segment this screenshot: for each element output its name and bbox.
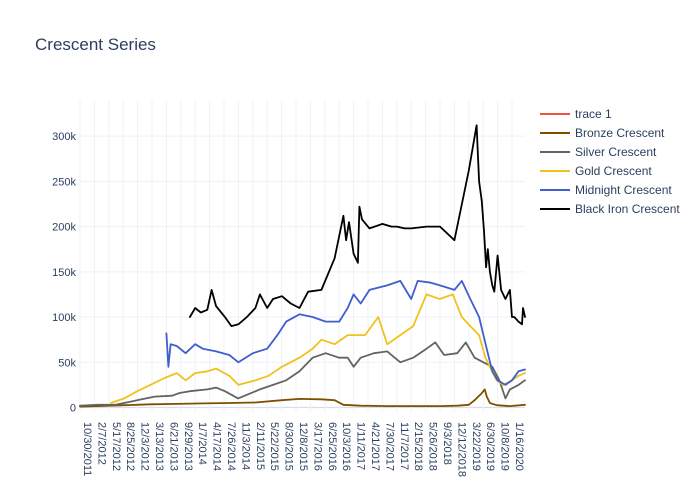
- x-tick-label: 12/3/2012: [139, 422, 151, 471]
- series-line-gold-crescent: [110, 293, 526, 404]
- x-tick-label: 10/30/2011: [81, 422, 93, 476]
- legend-item[interactable]: Black Iron Crescent: [540, 202, 680, 216]
- x-tick-label: 6/25/2016: [326, 422, 338, 471]
- legend-label: Silver Crescent: [575, 145, 657, 159]
- x-tick-label: 2/11/2015: [254, 422, 266, 470]
- x-tick-label: 12/12/2018: [455, 422, 467, 477]
- legend-label: Bronze Crescent: [575, 126, 665, 140]
- x-tick-label: 11/7/2017: [398, 422, 410, 470]
- legend-label: Midnight Crescent: [575, 183, 672, 197]
- legend-item[interactable]: Midnight Crescent: [540, 183, 672, 197]
- y-tick-label: 200k: [52, 222, 76, 234]
- legend-label: Black Iron Crescent: [575, 202, 680, 216]
- x-tick-label: 3/22/2019: [470, 422, 482, 471]
- x-tick-label: 8/25/2012: [124, 422, 136, 471]
- x-tick-label: 11/3/2014: [239, 422, 251, 470]
- series-line-midnight-crescent: [165, 280, 526, 386]
- series-line-bronze-crescent: [79, 388, 526, 408]
- legend-label: Gold Crescent: [575, 164, 652, 178]
- x-tick-label: 7/30/2017: [383, 422, 395, 471]
- y-tick-label: 100k: [52, 312, 76, 324]
- x-tick-label: 8/30/2015: [283, 422, 295, 471]
- y-axis-ticks: 0 50k 100k 150k 200k 250k 300k: [52, 131, 76, 414]
- x-tick-label: 2/15/2018: [412, 422, 424, 471]
- y-tick-label: 300k: [52, 131, 76, 143]
- x-tick-label: 7/26/2014: [225, 422, 237, 471]
- series-line-black-iron-crescent: [189, 124, 526, 327]
- x-tick-label: 6/21/2013: [167, 422, 179, 471]
- y-tick-label: 0: [70, 402, 76, 414]
- y-tick-label: 150k: [52, 267, 76, 279]
- x-axis-ticks: 10/30/2011 2/7/2012 5/17/2012 8/25/2012 12/3…: [81, 422, 525, 477]
- x-tick-label: 10/3/2016: [340, 422, 352, 471]
- legend[interactable]: trace 1 Bronze Crescent Silver Crescent Gol…: [540, 107, 680, 216]
- chart-title: Crescent Series: [35, 35, 156, 54]
- x-tick-label: 5/22/2015: [268, 422, 280, 471]
- x-tick-label: 1/16/2020: [513, 422, 525, 471]
- x-tick-label: 3/17/2016: [311, 422, 323, 471]
- x-tick-label: 9/29/2013: [182, 422, 194, 471]
- y-tick-label: 50k: [58, 357, 76, 369]
- x-tick-label: 5/17/2012: [110, 422, 122, 471]
- gridlines: [79, 100, 525, 412]
- legend-label: trace 1: [575, 107, 612, 121]
- legend-item[interactable]: Bronze Crescent: [540, 126, 665, 140]
- series-lines: [79, 124, 526, 408]
- legend-item[interactable]: trace 1: [540, 107, 612, 121]
- y-tick-label: 250k: [52, 176, 76, 188]
- x-tick-label: 4/21/2017: [369, 422, 381, 471]
- x-tick-label: 3/13/2013: [153, 422, 165, 471]
- x-tick-label: 1/11/2017: [355, 422, 367, 470]
- x-tick-label: 9/3/2018: [441, 422, 453, 465]
- series-line-silver-crescent: [79, 341, 526, 407]
- x-tick-label: 10/8/2019: [499, 422, 511, 471]
- x-tick-label: 5/26/2018: [427, 422, 439, 471]
- x-tick-label: 4/17/2014: [211, 422, 223, 471]
- x-tick-label: 6/30/2019: [484, 422, 496, 471]
- legend-item[interactable]: Silver Crescent: [540, 145, 657, 159]
- legend-item[interactable]: Gold Crescent: [540, 164, 652, 178]
- x-tick-label: 12/8/2015: [297, 422, 309, 471]
- x-tick-label: 1/7/2014: [196, 422, 208, 465]
- x-tick-label: 2/7/2012: [95, 422, 107, 465]
